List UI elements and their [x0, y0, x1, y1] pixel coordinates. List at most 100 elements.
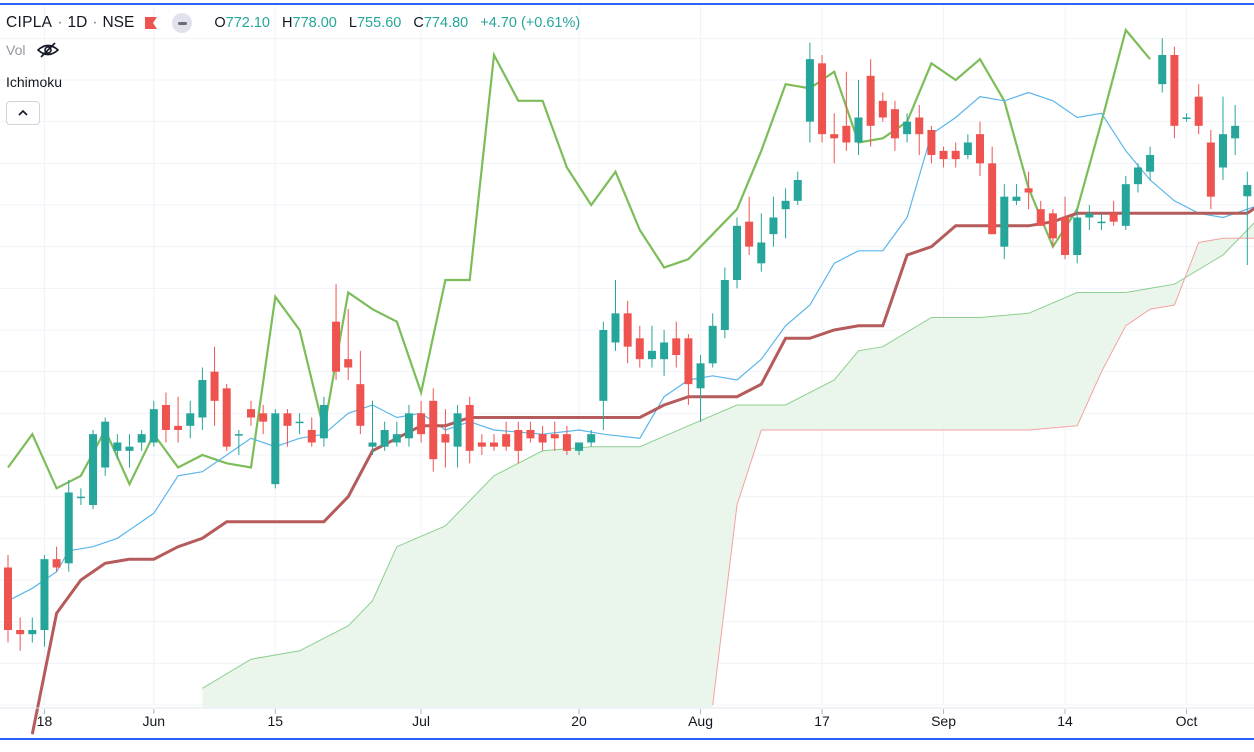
- flag-icon[interactable]: [144, 16, 158, 30]
- candle-body[interactable]: [4, 567, 12, 631]
- candle-body[interactable]: [672, 338, 681, 355]
- candle-body[interactable]: [101, 421, 110, 468]
- candle-body[interactable]: [283, 413, 292, 426]
- candle-body[interactable]: [550, 434, 559, 439]
- candle-body[interactable]: [1182, 117, 1191, 120]
- candle-body[interactable]: [1158, 55, 1167, 85]
- candle-body[interactable]: [1109, 213, 1118, 222]
- candle-body[interactable]: [805, 59, 814, 122]
- candle-body[interactable]: [684, 338, 693, 385]
- candle-body[interactable]: [890, 109, 899, 139]
- candle-body[interactable]: [40, 559, 49, 630]
- candle-body[interactable]: [28, 630, 37, 635]
- candle-body[interactable]: [793, 180, 802, 201]
- candle-body[interactable]: [332, 321, 341, 372]
- candle-body[interactable]: [769, 217, 778, 235]
- candle-body[interactable]: [1012, 196, 1021, 201]
- candle-body[interactable]: [1061, 217, 1070, 256]
- symbol-name[interactable]: CIPLA: [6, 14, 53, 31]
- eye-crossed-icon[interactable]: [37, 42, 60, 58]
- candle-body[interactable]: [1097, 221, 1106, 224]
- candle-body[interactable]: [745, 221, 754, 247]
- candle-body[interactable]: [1170, 55, 1179, 126]
- candle-body[interactable]: [234, 434, 243, 436]
- candle-body[interactable]: [1206, 142, 1215, 197]
- interval-label[interactable]: 1D: [67, 14, 88, 31]
- candle-body[interactable]: [1194, 96, 1203, 126]
- candle-body[interactable]: [927, 130, 936, 155]
- candle-body[interactable]: [174, 425, 183, 430]
- candle-body[interactable]: [842, 125, 851, 143]
- candle-body[interactable]: [16, 630, 25, 635]
- candle-body[interactable]: [866, 75, 875, 126]
- candle-body[interactable]: [404, 413, 413, 439]
- candle-body[interactable]: [417, 413, 426, 435]
- candle-body[interactable]: [137, 434, 146, 443]
- candle-body[interactable]: [562, 434, 571, 451]
- candle-body[interactable]: [708, 325, 717, 364]
- candle-body[interactable]: [514, 430, 523, 451]
- candle-body[interactable]: [490, 442, 498, 447]
- candle-body[interactable]: [963, 142, 972, 156]
- candle-body[interactable]: [599, 330, 608, 401]
- candle-body[interactable]: [1085, 213, 1094, 218]
- candle-body[interactable]: [1000, 196, 1009, 247]
- candle-body[interactable]: [647, 350, 656, 360]
- candle-body[interactable]: [465, 405, 474, 451]
- candle-body[interactable]: [538, 434, 547, 443]
- candle-body[interactable]: [210, 371, 219, 401]
- candle-body[interactable]: [976, 134, 984, 164]
- candle-body[interactable]: [575, 442, 584, 451]
- candle-body[interactable]: [356, 384, 365, 426]
- candle-body[interactable]: [441, 434, 450, 443]
- candle-body[interactable]: [1243, 185, 1252, 197]
- candle-body[interactable]: [696, 363, 705, 389]
- candle-body[interactable]: [526, 430, 535, 439]
- candle-body[interactable]: [951, 150, 960, 160]
- candle-body[interactable]: [52, 559, 61, 568]
- candle-body[interactable]: [247, 409, 255, 418]
- candle-body[interactable]: [89, 434, 98, 505]
- candle-body[interactable]: [1219, 134, 1227, 168]
- candle-body[interactable]: [76, 496, 85, 499]
- candle-body[interactable]: [161, 405, 170, 430]
- candle-body[interactable]: [1073, 217, 1082, 256]
- candle-body[interactable]: [477, 442, 486, 447]
- candlesticks[interactable]: [4, 38, 1252, 651]
- candle-body[interactable]: [392, 434, 401, 443]
- candle-body[interactable]: [1146, 155, 1155, 172]
- candle-body[interactable]: [319, 405, 328, 439]
- candle-body[interactable]: [1036, 209, 1045, 226]
- candle-body[interactable]: [635, 338, 644, 360]
- ichimoku-label[interactable]: Ichimoku: [6, 74, 63, 90]
- volume-legend[interactable]: Vol: [6, 42, 60, 58]
- candle-body[interactable]: [502, 434, 511, 447]
- candle-body[interactable]: [344, 359, 353, 368]
- candle-body[interactable]: [380, 430, 389, 447]
- candle-body[interactable]: [757, 242, 766, 264]
- candle-body[interactable]: [307, 430, 316, 443]
- candle-body[interactable]: [660, 342, 669, 360]
- candle-body[interactable]: [781, 200, 790, 210]
- candle-body[interactable]: [222, 388, 231, 447]
- candle-body[interactable]: [611, 313, 620, 343]
- candle-body[interactable]: [830, 134, 839, 139]
- candle-body[interactable]: [1231, 125, 1240, 139]
- candle-body[interactable]: [295, 421, 304, 424]
- candle-body[interactable]: [149, 409, 158, 443]
- candle-body[interactable]: [988, 163, 997, 235]
- candle-body[interactable]: [818, 63, 827, 135]
- candle-body[interactable]: [259, 413, 268, 422]
- candle-body[interactable]: [903, 121, 912, 135]
- candle-body[interactable]: [720, 280, 729, 330]
- candle-body[interactable]: [623, 313, 632, 347]
- candle-body[interactable]: [64, 492, 73, 564]
- hide-legend-button[interactable]: [172, 13, 193, 33]
- candle-body[interactable]: [113, 442, 122, 451]
- candle-body[interactable]: [854, 117, 863, 143]
- collapse-indicators-button[interactable]: [6, 101, 40, 125]
- candle-body[interactable]: [429, 400, 438, 460]
- candle-body[interactable]: [453, 413, 462, 447]
- candle-body[interactable]: [915, 117, 924, 135]
